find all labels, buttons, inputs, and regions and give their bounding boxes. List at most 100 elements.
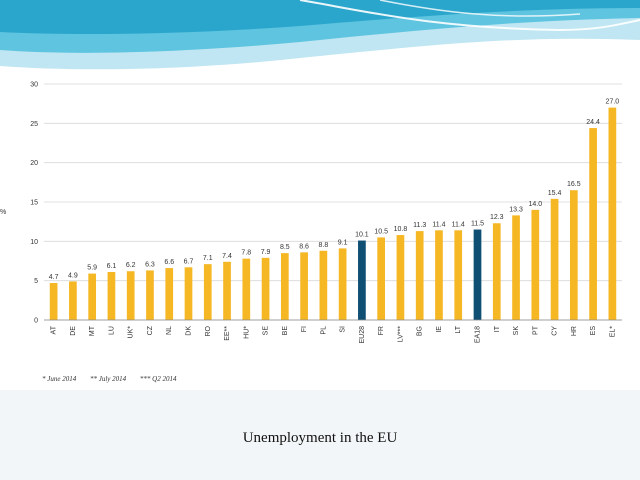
bar-BE — [280, 253, 289, 320]
y-tick-label: 25 — [30, 121, 38, 128]
data-label: 4.9 — [68, 272, 78, 279]
bar-DK — [184, 267, 193, 320]
data-label: 16.5 — [567, 181, 581, 188]
bar-LT — [454, 230, 463, 320]
grid-layer — [44, 83, 622, 321]
data-label: 9.1 — [338, 239, 348, 246]
data-label: 13.3 — [509, 206, 523, 213]
x-tick-label: MT — [89, 325, 96, 336]
bar-EA18 — [473, 229, 482, 320]
bar-ES — [589, 128, 597, 320]
data-label: 6.7 — [184, 258, 194, 265]
x-tick-label: LT — [455, 325, 462, 333]
bar-HR — [569, 190, 578, 320]
x-tick-label: RO — [205, 325, 212, 336]
data-label: 15.4 — [548, 190, 562, 197]
bar-EU28 — [358, 240, 366, 320]
label-layer: 4.7 AT 4.9 DE 5.9 MT 6.1 LU 6.2 UK* 6.3 CZ 6.6 NL 6.7 D… — [49, 99, 620, 344]
x-tick-label: EU28 — [359, 326, 366, 344]
y-tick-label: 15 — [30, 200, 38, 207]
header-swoosh — [0, 0, 640, 70]
x-tick-label: SE — [263, 326, 270, 336]
footnotes: * June 2014 ** July 2014 *** Q2 2014 — [42, 375, 188, 383]
x-tick-label: FI — [301, 326, 308, 332]
unemployment-bar-chart: 4.7 AT 4.9 DE 5.9 MT 6.1 LU 6.2 UK* 6.3 CZ 6.6 NL 6.7 D… — [0, 82, 622, 344]
data-label: 11.5 — [471, 221, 484, 228]
x-tick-label: PT — [532, 325, 539, 335]
x-tick-label: BE — [282, 326, 289, 336]
axis-layer: 0 5 10 15 20 25 30% — [0, 82, 622, 325]
x-tick-label: EE** — [224, 326, 231, 341]
data-label: 10.8 — [394, 226, 408, 233]
bar-AT — [49, 283, 58, 320]
data-label: 6.6 — [164, 259, 174, 266]
x-tick-label: ES — [590, 326, 597, 336]
footnote-3: *** Q2 2014 — [139, 375, 177, 383]
bar-SE — [261, 257, 270, 320]
bar-SI — [338, 248, 347, 320]
x-tick-label: CZ — [147, 325, 154, 335]
bar-HU — [242, 258, 251, 320]
data-label: 7.9 — [261, 249, 271, 256]
x-tick-label: NL — [166, 326, 173, 335]
bar-NL — [165, 268, 174, 320]
data-label: 8.8 — [318, 242, 328, 249]
x-tick-label: LU — [108, 326, 115, 335]
data-label: 27.0 — [606, 99, 620, 106]
footnote-1: * June 2014 — [42, 375, 77, 383]
data-label: 7.1 — [203, 255, 213, 262]
data-label: 6.3 — [145, 261, 155, 268]
x-tick-label: DE — [70, 326, 77, 336]
y-tick-label: 10 — [30, 239, 38, 246]
data-label: 10.1 — [355, 232, 369, 239]
data-label: 11.3 — [413, 222, 426, 229]
data-label: 14.0 — [528, 201, 542, 208]
data-label: 6.1 — [107, 263, 117, 270]
x-tick-label: CY — [552, 326, 559, 336]
bar-BG — [415, 231, 424, 320]
data-label: 7.8 — [241, 250, 251, 257]
data-label: 4.7 — [49, 274, 59, 281]
bar-IE — [435, 230, 443, 320]
y-tick-label: 20 — [30, 160, 38, 167]
x-tick-label: LV*** — [397, 326, 404, 342]
x-tick-label: AT — [51, 325, 58, 334]
x-tick-label: IE — [436, 326, 443, 333]
x-tick-label: SK — [513, 326, 520, 336]
slide-caption: Unemployment in the EU — [242, 430, 398, 446]
bar-MT — [88, 273, 97, 320]
x-tick-label: EA18 — [475, 326, 482, 343]
bar-SK — [512, 215, 520, 320]
x-tick-label: SI — [340, 326, 347, 333]
y-tick-label: 5 — [34, 278, 38, 285]
data-label: 6.2 — [126, 262, 136, 269]
bar-EL — [608, 107, 617, 320]
bar-IT — [492, 223, 501, 320]
bar-PL — [319, 250, 328, 320]
x-tick-label: HU* — [243, 326, 250, 339]
footnote-2: ** July 2014 — [89, 375, 127, 383]
data-label: 11.4 — [452, 221, 465, 228]
data-label: 7.4 — [222, 253, 232, 260]
x-tick-label: HR — [571, 326, 578, 336]
data-label: 10.5 — [374, 228, 388, 235]
x-tick-label: FR — [378, 326, 385, 335]
x-tick-label: DK — [186, 326, 193, 336]
bar-FR — [377, 237, 386, 320]
bar-CZ — [146, 270, 154, 320]
y-tick-label: 30 — [30, 82, 38, 89]
data-label: 8.6 — [299, 243, 309, 250]
bar-layer — [49, 107, 617, 320]
data-label: 5.9 — [87, 265, 97, 272]
data-label: 12.3 — [490, 214, 504, 221]
x-tick-label: UK* — [128, 326, 135, 339]
bottom-band — [0, 390, 640, 480]
bar-RO — [203, 264, 212, 320]
bar-DE — [69, 281, 77, 320]
y-axis-unit: % — [0, 209, 6, 216]
y-tick-label: 0 — [34, 318, 38, 325]
chart-panel: 4.7 AT 4.9 DE 5.9 MT 6.1 LU 6.2 UK* 6.3 CZ 6.6 NL 6.7 D… — [0, 72, 640, 390]
x-tick-label: PL — [320, 326, 327, 335]
data-label: 8.5 — [280, 244, 290, 251]
x-tick-label: BG — [417, 326, 424, 336]
